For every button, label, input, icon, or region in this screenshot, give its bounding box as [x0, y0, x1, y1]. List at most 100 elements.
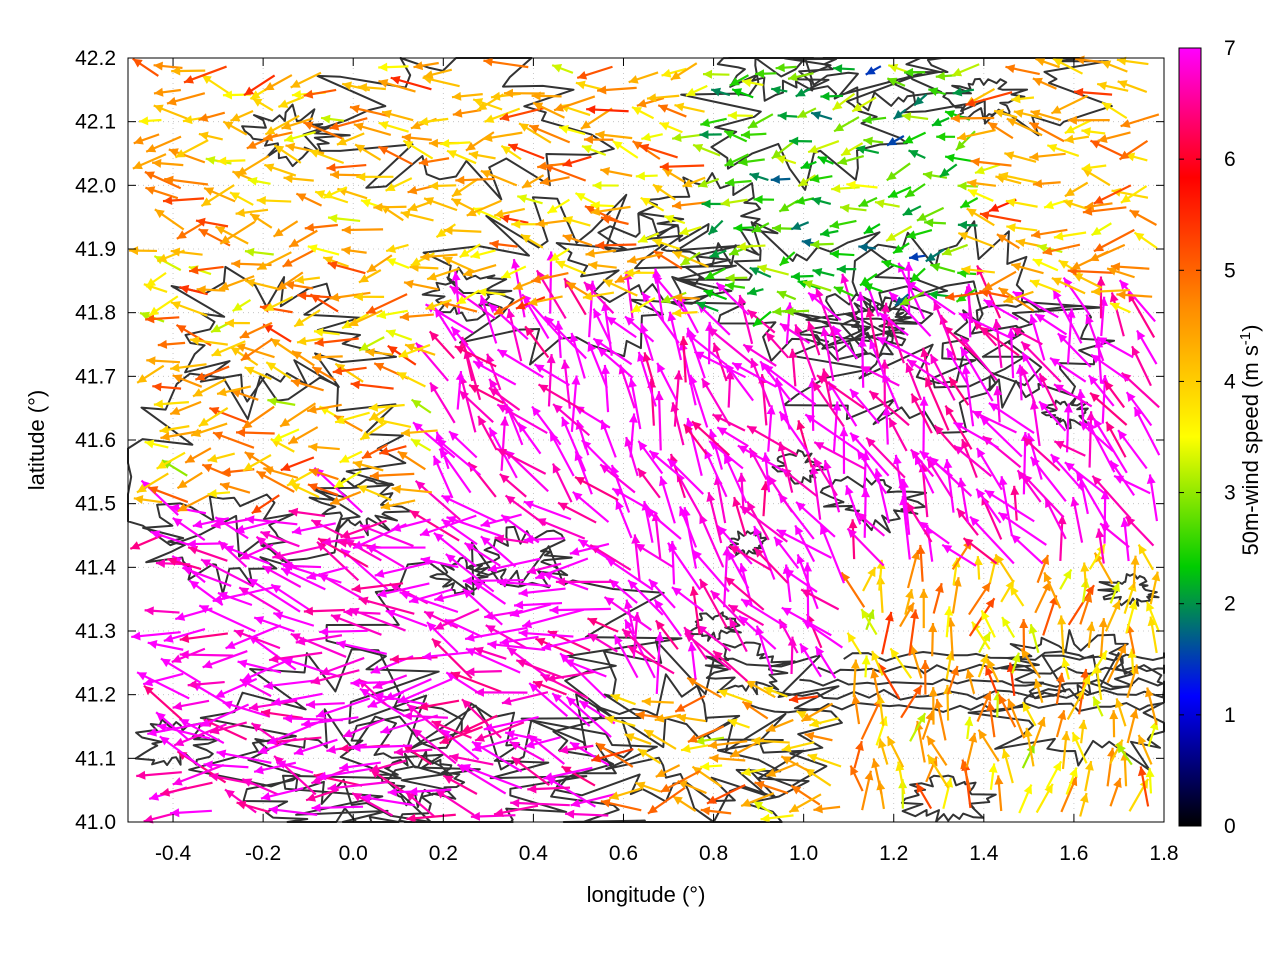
wind-arrow: [327, 780, 388, 793]
wind-arrow: [1105, 421, 1127, 458]
wind-arrow: [445, 671, 481, 696]
wind-arrow: [1079, 792, 1089, 817]
wind-arrow: [143, 684, 183, 721]
wind-arrow: [800, 588, 840, 611]
wind-arrow: [729, 74, 749, 87]
wind-arrow: [1055, 710, 1067, 738]
wind-arrow: [904, 183, 926, 199]
wind-arrow: [976, 690, 992, 723]
wind-arrow: [810, 239, 834, 249]
wind-arrow: [652, 183, 676, 201]
wind-arrow: [465, 667, 502, 677]
wind-arrow: [961, 265, 995, 275]
wind-arrow: [251, 97, 274, 112]
wind-arrow: [695, 736, 725, 746]
wind-arrow: [474, 687, 528, 697]
wind-arrow: [433, 532, 477, 568]
wind-arrow: [829, 219, 857, 230]
wind-arrow: [219, 220, 256, 245]
wind-arrow: [1064, 461, 1108, 496]
wind-arrow: [557, 501, 597, 524]
wind-arrow: [411, 727, 457, 765]
wind-arrow: [378, 79, 416, 93]
wind-arrow: [407, 200, 432, 212]
wind-arrow: [592, 337, 633, 366]
wind-arrow: [301, 716, 359, 729]
wind-arrow: [295, 192, 323, 207]
wind-arrow: [262, 323, 292, 343]
wind-arrow: [1046, 143, 1080, 157]
wind-arrow: [565, 809, 609, 819]
y-axis: 41.0 41.1 41.2 41.3 41.4 41.5 41.6 41.7 41.8 41.9…: [75, 47, 1164, 834]
wind-arrow: [846, 527, 885, 567]
wind-arrow: [752, 310, 772, 328]
wind-arrow: [270, 583, 314, 613]
wind-arrow: [480, 513, 522, 528]
wind-arrow: [1109, 710, 1119, 738]
wind-arrow: [462, 587, 503, 626]
wind-arrow: [493, 804, 539, 818]
wind-arrow: [1053, 231, 1087, 241]
wind-arrow: [520, 233, 544, 249]
wind-arrow: [414, 479, 461, 521]
wind-arrow: [584, 205, 620, 223]
wind-arrow: [1011, 94, 1035, 104]
wind-arrow: [986, 701, 996, 738]
wind-arrow: [546, 670, 596, 683]
wind-arrow: [570, 375, 581, 432]
wind-arrow: [715, 281, 750, 316]
wind-arrow: [936, 132, 956, 142]
wind-arrow: [269, 337, 299, 359]
wind-arrow: [271, 692, 323, 707]
contour-line: [819, 475, 928, 534]
wind-arrow: [749, 266, 772, 279]
wind-arrow: [152, 382, 182, 392]
wind-arrow: [198, 131, 223, 141]
wind-arrow: [771, 223, 793, 233]
wind-arrow: [528, 124, 571, 144]
wind-arrow: [1084, 201, 1113, 211]
wind-arrow: [133, 495, 163, 504]
wind-arrow: [585, 248, 617, 258]
wind-arrow: [988, 402, 1035, 434]
wind-arrow: [200, 558, 254, 587]
wind-arrow: [145, 271, 167, 288]
wind-arrow: [509, 603, 552, 618]
wind-arrow: [855, 145, 880, 155]
wind-arrow: [136, 770, 182, 780]
wind-arrow: [965, 668, 976, 695]
wind-arrow: [886, 77, 906, 87]
wind-arrow: [1071, 731, 1088, 764]
wind-arrow: [308, 468, 339, 481]
wind-arrow: [928, 290, 952, 300]
wind-arrow: [634, 542, 674, 569]
wind-arrow: [1052, 57, 1084, 75]
wind-arrow: [241, 778, 279, 796]
wind-arrow: [418, 699, 460, 711]
contour-line: [1097, 572, 1160, 607]
wind-arrow: [849, 431, 890, 477]
wind-arrow: [1120, 517, 1130, 562]
wind-arrow: [1019, 618, 1029, 651]
wind-arrow: [727, 604, 765, 627]
wind-arrow: [179, 650, 234, 660]
wind-arrow: [1043, 571, 1062, 609]
wind-arrow: [738, 615, 777, 650]
wind-arrow: [777, 111, 798, 121]
wind-arrow: [966, 207, 995, 227]
wind-arrow: [235, 428, 275, 438]
wind-arrow: [956, 128, 996, 141]
wind-arrow: [1078, 719, 1088, 744]
wind-arrow: [244, 515, 298, 526]
wind-arrow: [1079, 592, 1093, 625]
wind-arrow: [399, 590, 459, 614]
wind-arrow: [539, 176, 570, 186]
wind-arrow: [765, 762, 799, 778]
wind-arrow: [145, 135, 182, 153]
contour-line: [302, 57, 615, 201]
wind-arrow: [603, 596, 652, 631]
wind-arrow: [168, 148, 206, 164]
wind-arrow: [144, 439, 169, 449]
wind-arrow: [160, 429, 202, 441]
wind-arrow: [1051, 276, 1086, 295]
